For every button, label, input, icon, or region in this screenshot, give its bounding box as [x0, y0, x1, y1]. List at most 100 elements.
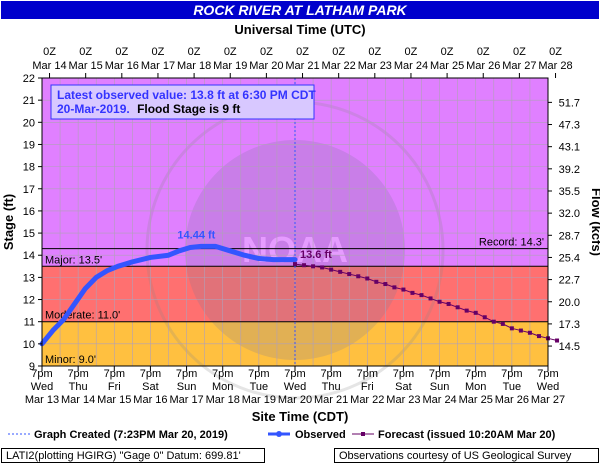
bottom-tick-day: Wed	[31, 381, 53, 393]
bottom-tick-day: Mon	[465, 381, 486, 393]
forecast-point	[509, 326, 514, 331]
y-left-tick-label: 12	[23, 295, 35, 307]
top-tick-time: 0Z	[115, 46, 128, 58]
top-tick-time: 0Z	[188, 46, 201, 58]
svg-text:20-Mar-2019. Flood Stage i: 20-Mar-2019. Flood Stage is 9 ft	[57, 102, 240, 116]
footer-courtesy: Observations courtesy of US Geological S…	[334, 448, 599, 463]
top-tick-time: 0Z	[477, 46, 490, 58]
legend-observed: Observed	[295, 429, 346, 441]
bottom-tick-date: Mar 25	[459, 394, 493, 406]
y-axis-left-label: Stage (ft)	[1, 194, 16, 250]
y-left-tick-label: 15	[23, 228, 35, 240]
top-tick-date: Mar 15	[69, 60, 103, 72]
top-tick-time: 0Z	[513, 46, 526, 58]
major-threshold-label: Major: 13.5'	[45, 254, 102, 266]
bottom-tick-day: Fri	[108, 381, 121, 393]
forecast-point	[401, 287, 406, 292]
forecast-point	[392, 285, 397, 290]
legend-observed-marker	[276, 431, 282, 437]
top-tick-date: Mar 20	[249, 60, 283, 72]
info-date: 20-Mar-2019.	[57, 102, 130, 116]
moderate-threshold-label: Moderate: 11.0'	[45, 310, 120, 322]
bottom-tick-time: 7pm	[284, 368, 305, 380]
forecast-point	[555, 338, 560, 343]
bottom-tick-day: Sat	[395, 381, 412, 393]
bottom-tick-time: 7pm	[501, 368, 522, 380]
bottom-tick-day: Tue	[503, 381, 522, 393]
y-right-tick-label: 32.0	[559, 208, 580, 220]
y-right-tick-label: 22.7	[559, 275, 580, 287]
bottom-tick-day: Sat	[142, 381, 159, 393]
top-tick-date: Mar 26	[466, 60, 500, 72]
bottom-tick-time: 7pm	[357, 368, 378, 380]
chart-title: ROCK RIVER AT LATHAM PARK	[193, 2, 407, 18]
forecast-point	[320, 265, 325, 270]
forecast-point	[338, 269, 343, 274]
y-left-tick-label: 16	[23, 206, 35, 218]
bottom-tick-date: Mar 27	[531, 394, 565, 406]
forecast-point	[536, 334, 541, 339]
top-tick-time: 0Z	[296, 46, 309, 58]
y-left-tick-label: 17	[23, 184, 35, 196]
y-axis-right-ticks: 14.5 17.3 20.0 22.7 25.4 28.7 32.0 35.5 39.2 43.1…	[548, 97, 580, 353]
top-tick-date: Mar 27	[502, 60, 536, 72]
y-left-tick-label: 10	[23, 339, 35, 351]
y-left-tick-label: 21	[23, 95, 35, 107]
bottom-tick-day: Mon	[212, 381, 233, 393]
top-axis-title: Universal Time (UTC)	[234, 22, 365, 37]
top-tick-date: Mar 16	[105, 60, 139, 72]
bottom-tick-date: Mar 19	[242, 394, 276, 406]
bottom-tick-time: 7pm	[104, 368, 125, 380]
title-banner	[1, 1, 599, 19]
forecast-point	[374, 279, 379, 284]
info-flood-stage: Flood Stage is 9 ft	[137, 102, 240, 116]
y-right-tick-label: 39.2	[559, 164, 580, 176]
bottom-tick-date: Mar 22	[350, 394, 384, 406]
bottom-tick-time: 7pm	[140, 368, 161, 380]
footer-datum: LATI2(plotting HGIRG) "Gage 0" Datum: 69…	[1, 448, 265, 463]
bottom-tick-day: Wed	[284, 381, 306, 393]
y-left-tick-label: 11	[24, 317, 35, 329]
forecast-point	[473, 310, 478, 315]
bottom-tick-date: Mar 18	[206, 394, 240, 406]
y-axis-left-ticks: 9 10 11 12 13 14 15 16 17 18 19 20 21 22	[23, 73, 42, 373]
forecast-point	[365, 276, 370, 281]
top-axis-ticks: 0Z Mar 14 0Z Mar 15 0Z Mar 16 0Z Mar 17 0Z Mar 18…	[32, 46, 573, 78]
bottom-tick-date: Mar 23	[386, 394, 420, 406]
bottom-tick-time: 7pm	[465, 368, 486, 380]
bottom-tick-time: 7pm	[320, 368, 341, 380]
bottom-tick-date: Mar 26	[495, 394, 529, 406]
y-right-tick-label: 20.0	[559, 297, 580, 309]
y-right-tick-label: 51.7	[559, 97, 580, 109]
top-tick-date: Mar 24	[394, 60, 428, 72]
top-tick-time: 0Z	[549, 46, 562, 58]
top-tick-date: Mar 25	[430, 60, 464, 72]
top-tick-date: Mar 14	[32, 60, 66, 72]
top-tick-time: 0Z	[368, 46, 381, 58]
bottom-axis-title: Site Time (CDT)	[252, 409, 349, 424]
minor-threshold-label: Minor: 9.0'	[45, 354, 96, 366]
forecast-point	[293, 262, 297, 267]
forecast-point	[527, 330, 532, 335]
top-tick-date: Mar 21	[285, 60, 319, 72]
top-tick-time: 0Z	[260, 46, 273, 58]
forecast-point	[482, 315, 487, 320]
bottom-tick-time: 7pm	[393, 368, 414, 380]
bottom-tick-day: Sun	[177, 381, 197, 393]
forecast-point	[419, 293, 424, 298]
y-right-tick-label: 17.3	[559, 319, 580, 331]
top-tick-time: 0Z	[43, 46, 56, 58]
legend-forecast: Forecast (issued 10:20AM Mar 20)	[378, 429, 556, 441]
legend: Graph Created (7:23PM Mar 20, 2019) Obse…	[8, 429, 556, 441]
top-tick-date: Mar 22	[322, 60, 356, 72]
y-left-tick-label: 19	[23, 139, 35, 151]
forecast-point	[437, 299, 442, 304]
y-right-tick-label: 43.1	[559, 142, 580, 154]
bottom-tick-date: Mar 14	[61, 394, 95, 406]
top-tick-date: Mar 19	[213, 60, 247, 72]
bottom-tick-date: Mar 20	[278, 394, 312, 406]
forecast-point	[491, 319, 496, 324]
bottom-tick-date: Mar 21	[314, 394, 348, 406]
y-left-tick-label: 18	[23, 162, 35, 174]
